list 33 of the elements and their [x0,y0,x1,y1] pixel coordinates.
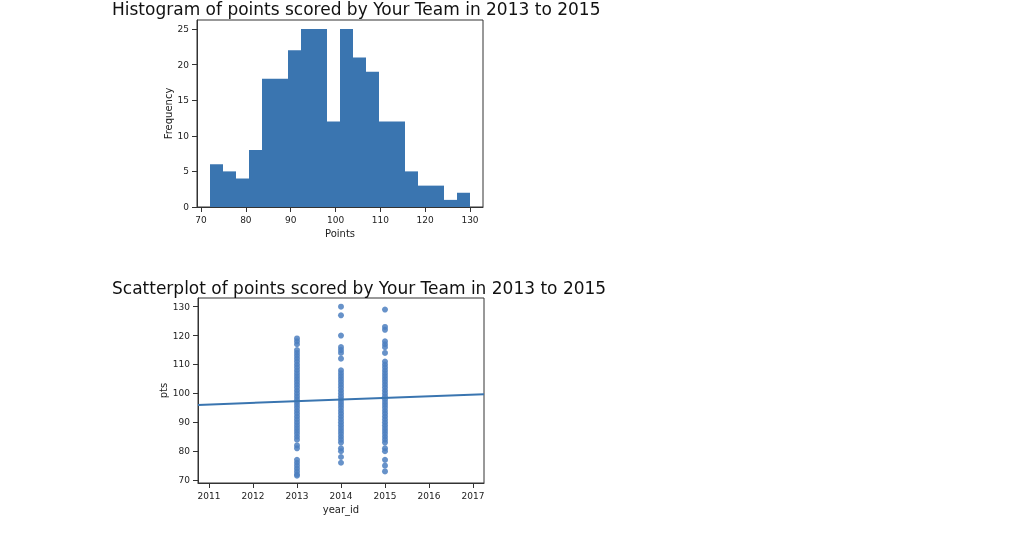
y-tick-label: 110 [172,359,191,370]
x-tick-label: 80 [240,214,252,225]
y-tick-label: 10 [177,130,190,141]
y-tick-label: 25 [177,23,189,34]
y-tick-label: 20 [177,59,190,70]
x-tick-label: 2014 [329,490,353,501]
y-tick-label: 5 [183,166,189,177]
y-axis-title: pts [158,382,170,399]
y-tick-label: 80 [178,446,191,457]
x-tick-label: 2016 [417,490,441,501]
x-axis-title: year_id [322,504,360,517]
x-tick-label: 2017 [461,490,485,501]
chart-title: Scatterplot of points scored by Your Team in 2013 to 2015 [112,277,607,298]
y-tick-label: 70 [178,475,191,486]
y-tick-label: 0 [183,202,190,212]
x-tick-label: 2012 [241,490,265,501]
y-tick-label: 100 [172,388,191,399]
y-tick-label: 90 [178,417,191,428]
x-axis-title: Points [324,228,356,240]
x-tick-label: 120 [416,214,435,225]
chart-title: Histogram of points scored by Your Team in 2013 to 2015 [112,0,601,19]
y-tick-label: 130 [172,301,191,312]
x-tick-label: 2011 [197,490,221,501]
y-axis-title: Frequency [162,87,174,140]
x-tick-label: 90 [284,214,297,225]
y-tick-label: 15 [177,95,189,106]
y-tick-label: 120 [172,330,191,341]
x-tick-label: 2015 [373,490,397,501]
x-tick-label: 100 [326,214,345,225]
x-tick-label: 130 [461,214,479,225]
x-tick-label: 2013 [285,490,309,501]
x-tick-label: 70 [195,214,208,225]
x-tick-label: 110 [371,214,390,225]
